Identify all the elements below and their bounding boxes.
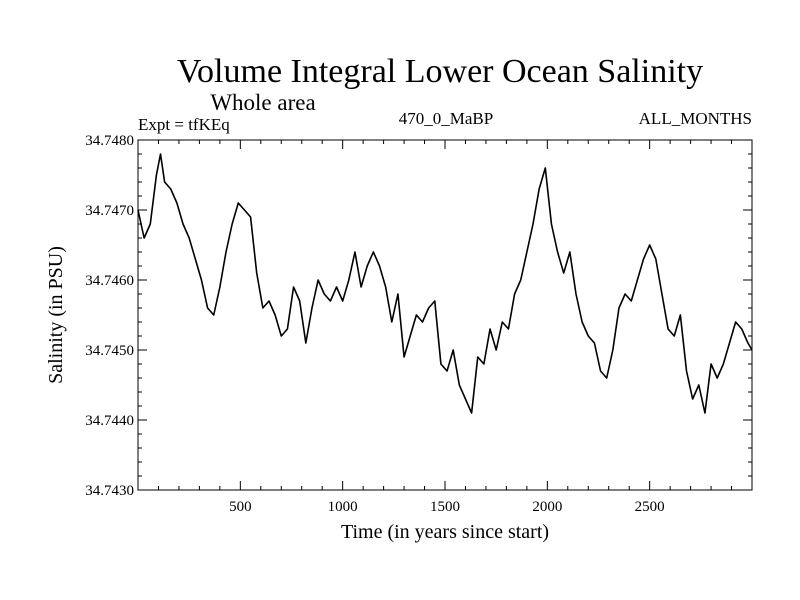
y-axis-label: Salinity (in PSU) (45, 246, 67, 384)
axis-ticks: 500 1000 1500 2000 2500 34.7430 34.7440 34.7450… (85, 133, 752, 515)
period-label: 470_0_MaBP (399, 109, 493, 128)
chart-title: Volume Integral Lower Ocean Salinity (177, 53, 703, 90)
x-tick-label: 1000 (328, 499, 358, 515)
x-tick-label: 1500 (430, 499, 460, 515)
series-line-0 (137, 153, 753, 414)
y-tick-label: 34.7440 (85, 413, 134, 429)
chart-subtitle: Whole area (210, 90, 315, 115)
y-tick-label: 34.7470 (85, 203, 134, 219)
experiment-label: Expt = tfKEq (138, 115, 230, 134)
months-label: ALL_MONTHS (639, 109, 752, 128)
x-axis-label: Time (in years since start) (341, 521, 549, 543)
y-tick-label: 34.7460 (85, 273, 134, 289)
x-tick-label: 2500 (635, 499, 665, 515)
y-tick-label: 34.7430 (85, 483, 134, 499)
x-tick-label: 2000 (532, 499, 562, 515)
y-tick-label: 34.7480 (85, 133, 134, 149)
plot-frame (137, 139, 753, 491)
y-tick-label: 34.7450 (85, 343, 134, 359)
series-layer (137, 153, 753, 414)
x-tick-label: 500 (229, 499, 252, 515)
